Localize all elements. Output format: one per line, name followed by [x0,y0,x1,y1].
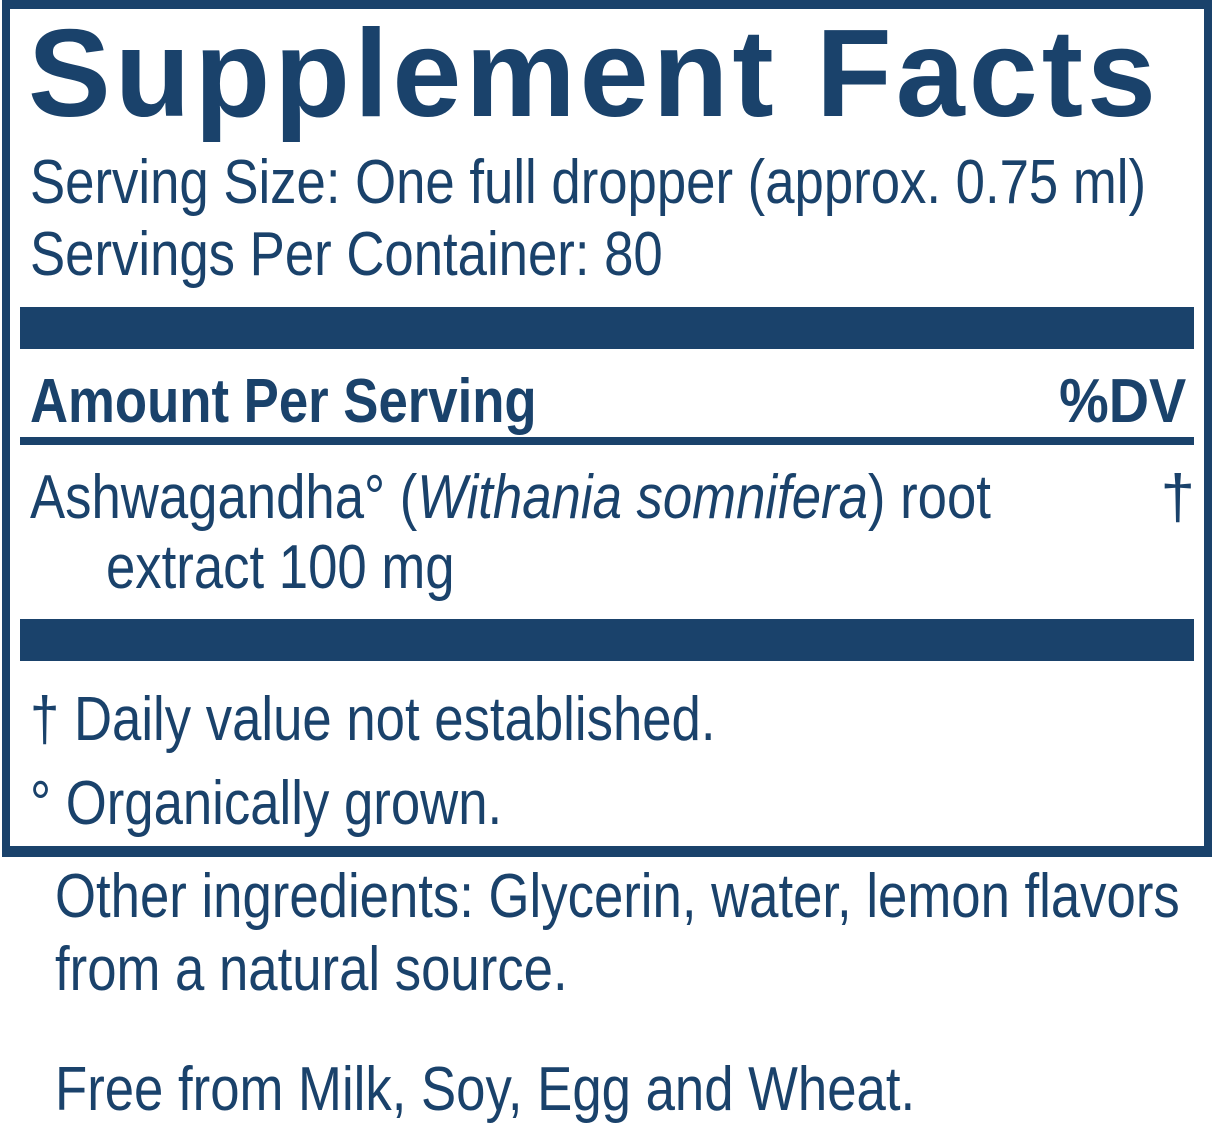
column-header-row: Amount Per Serving %DV [30,367,1186,437]
servings-per-container-line: Servings Per Container: 80 [30,219,1204,291]
separator-bar-thick-top [20,307,1194,349]
ingredient-row: Ashwagandha° (Withania somnifera) root e… [30,463,1195,603]
free-from-text: Free from Milk, Soy, Egg and Wheat. [55,1055,916,1124]
ingredient-name-prefix: Ashwagandha° ( [30,463,418,532]
other-ingredients-line1-text: Other ingredients: Glycerin, water, lemo… [55,862,1180,931]
panel-title: Supplement Facts [28,5,1160,143]
amount-per-serving-header: Amount Per Serving [30,367,537,436]
ingredient-amount-text: extract 100 mg [106,533,455,602]
free-from-statement: Free from Milk, Soy, Egg and Wheat. [55,1054,1067,1126]
serving-size-text: Serving Size: One full dropper (approx. … [30,148,1147,217]
other-ingredients: Other ingredients: Glycerin, water, lemo… [55,860,1214,1006]
dv-header: %DV [1058,367,1186,436]
footnote-daily-value: † Daily value not established. [30,685,1186,755]
separator-bar-thin [20,437,1194,445]
ingredient-name-suffix: ) root [867,463,991,532]
supplement-facts-panel: Supplement Facts Serving Size: One full … [2,0,1212,857]
footnote-daily-value-text: † Daily value not established. [30,685,716,754]
servings-per-container-text: Servings Per Container: 80 [30,220,663,289]
ingredient-name-line1-text: Ashwagandha° (Withania somnifera) root [30,463,991,533]
serving-size-line: Serving Size: One full dropper (approx. … [30,147,1204,219]
other-ingredients-line2: from a natural source. [55,933,1214,1006]
other-ingredients-line2-text: from a natural source. [55,935,568,1004]
ingredient-name: Ashwagandha° (Withania somnifera) root e… [30,463,1161,603]
footnote-organic: ° Organically grown. [30,769,1186,839]
other-ingredients-line1: Other ingredients: Glycerin, water, lemo… [55,860,1214,933]
separator-bar-thick-bottom [20,619,1194,661]
ingredient-dv-dagger: † [1160,463,1195,532]
ingredient-name-line1: Ashwagandha° (Withania somnifera) root [30,463,1161,533]
ingredient-amount-line: extract 100 mg [30,533,1161,603]
ingredient-name-italic: Withania somnifera [417,463,868,532]
footnote-organic-text: ° Organically grown. [30,769,503,838]
